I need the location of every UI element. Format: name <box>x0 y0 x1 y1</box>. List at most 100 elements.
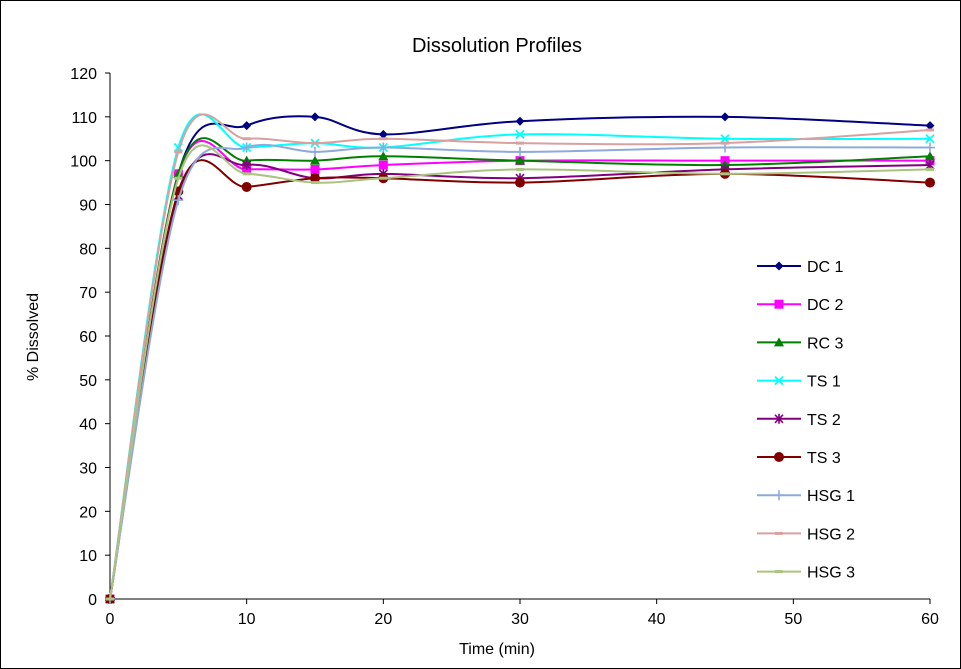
y-tick-label: 40 <box>79 417 97 434</box>
data-point <box>515 146 525 157</box>
legend-item: HSG 1 <box>757 488 855 505</box>
y-tick-label: 50 <box>79 373 97 390</box>
data-point <box>310 112 320 122</box>
x-tick-label: 20 <box>374 611 392 628</box>
legend-label: TS 2 <box>807 412 841 429</box>
data-point <box>515 177 525 188</box>
data-point <box>379 137 388 141</box>
y-tick-label: 80 <box>79 241 97 258</box>
legend-item: TS 1 <box>757 374 841 391</box>
x-tick-label: 60 <box>921 611 939 628</box>
x-axis-label: Time (min) <box>459 641 535 658</box>
legend-label: RC 3 <box>807 335 844 352</box>
legend-marker <box>775 531 783 535</box>
data-point <box>378 129 388 139</box>
axes: 0 10 20 30 40 50 60 70 80 90 100 110 120 0 10 20 30 40 50 6… <box>70 66 939 628</box>
data-point <box>174 150 183 154</box>
data-point <box>310 146 320 157</box>
y-tick-label: 0 <box>88 592 97 609</box>
data-point <box>311 141 319 145</box>
series-layer <box>105 112 935 604</box>
data-point <box>311 181 319 185</box>
y-tick-label: 100 <box>70 154 97 171</box>
legend: DC 1 DC 2 RC 3 TS 1 TS 2 TS 3 HSG 1 HSG 2 HSG 3 <box>757 259 855 582</box>
data-point <box>378 160 388 170</box>
legend-marker <box>774 413 784 424</box>
legend-label: TS 1 <box>807 374 841 391</box>
data-point <box>925 142 935 153</box>
x-tick-label: 50 <box>784 611 802 628</box>
data-point <box>925 177 935 188</box>
legend-marker <box>774 490 784 501</box>
legend-item: DC 1 <box>757 259 844 276</box>
y-tick-label: 60 <box>79 329 97 346</box>
data-point <box>173 168 184 178</box>
y-tick-label: 70 <box>79 285 97 302</box>
x-tick-label: 40 <box>648 611 666 628</box>
data-point <box>720 134 730 144</box>
y-tick-label: 10 <box>79 548 97 565</box>
legend-item: TS 2 <box>757 412 841 429</box>
legend-label: HSG 2 <box>807 526 855 543</box>
data-point <box>925 121 935 131</box>
data-point <box>515 155 525 165</box>
legend-marker <box>774 375 784 386</box>
legend-label: DC 1 <box>807 259 844 276</box>
data-point <box>378 142 389 153</box>
data-point <box>516 141 524 145</box>
data-point <box>310 155 320 165</box>
x-tick-label: 30 <box>511 611 529 628</box>
series-hsg-3 <box>106 144 934 601</box>
data-point <box>379 176 388 180</box>
legend-item: HSG 2 <box>757 526 855 543</box>
data-point <box>721 141 729 145</box>
data-point <box>926 128 934 132</box>
data-point <box>310 173 320 184</box>
data-point <box>925 151 935 161</box>
data-point <box>378 151 389 161</box>
y-axis-label: % Dissolved <box>25 293 42 381</box>
data-point <box>242 160 252 171</box>
x-tick-label: 0 <box>106 611 115 628</box>
y-tick-label: 90 <box>79 198 97 215</box>
x-tick-label: 10 <box>238 611 256 628</box>
data-point <box>515 129 525 140</box>
data-point <box>241 181 252 192</box>
legend-item: TS 3 <box>757 450 841 467</box>
data-point <box>516 167 524 171</box>
legend-label: TS 3 <box>807 450 841 467</box>
series-hsg-2 <box>106 113 934 601</box>
legend-marker <box>774 337 784 347</box>
legend-marker <box>774 261 784 271</box>
legend-marker <box>774 299 784 309</box>
series-line <box>109 113 931 600</box>
data-point <box>515 116 525 126</box>
legend-label: HSG 1 <box>807 488 855 505</box>
legend-item: RC 3 <box>757 335 844 352</box>
legend-item: HSG 3 <box>757 565 855 582</box>
data-point <box>310 164 320 174</box>
data-point <box>242 172 251 176</box>
y-tick-label: 20 <box>79 504 97 521</box>
y-tick-label: 30 <box>79 461 97 478</box>
data-point <box>174 176 183 180</box>
chart-title: Dissolution Profiles <box>412 35 582 57</box>
y-tick-label: 110 <box>71 110 97 127</box>
data-point <box>242 137 251 141</box>
data-point <box>721 172 729 176</box>
data-point <box>926 167 934 171</box>
legend-label: DC 2 <box>807 297 844 314</box>
y-tick-label: 120 <box>70 66 97 83</box>
legend-marker <box>775 570 783 574</box>
legend-marker <box>774 452 784 462</box>
data-point <box>925 134 935 144</box>
data-point <box>173 195 184 206</box>
data-point <box>242 121 252 131</box>
data-point <box>241 142 252 153</box>
data-point <box>720 112 730 122</box>
data-point <box>106 597 114 601</box>
legend-item: DC 2 <box>757 297 844 314</box>
legend-label: HSG 3 <box>807 565 855 582</box>
